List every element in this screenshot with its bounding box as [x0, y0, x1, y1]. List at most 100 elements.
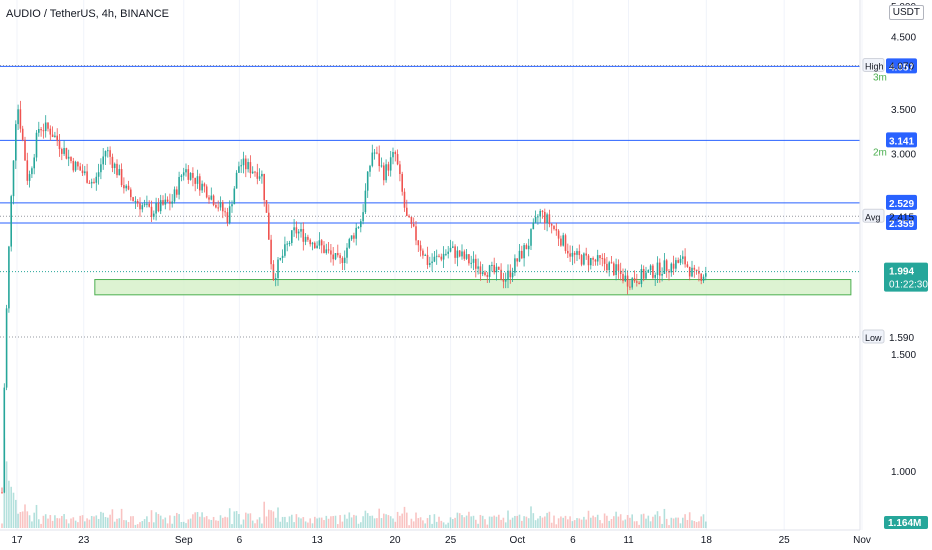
volume-bar [442, 522, 445, 528]
volume-bar [396, 511, 399, 528]
volume-bar [371, 515, 374, 528]
volume-bar [590, 517, 592, 528]
volume-bar [383, 513, 385, 528]
candle-body [523, 245, 525, 259]
candle-body [297, 231, 300, 234]
candle-body [134, 201, 137, 203]
volume-bar [387, 515, 390, 528]
volume-bar [343, 514, 346, 528]
candle-body [613, 263, 615, 275]
candle-body [222, 202, 224, 212]
candle-body [387, 164, 390, 171]
candle-body [97, 172, 100, 177]
currency-unit-button[interactable]: USDT [888, 5, 924, 20]
candle-body [265, 200, 268, 213]
volume-bar [194, 512, 196, 528]
volume-bar [461, 515, 463, 528]
candle-body [553, 225, 555, 230]
volume-bar [682, 517, 684, 528]
price-axis[interactable]: 5.0004.5003.5003.0001.5001.0003m2m1.9940… [0, 0, 928, 531]
candle-body [380, 165, 383, 167]
volume-bar [357, 523, 360, 528]
volume-bar [695, 522, 698, 528]
volume-bar [626, 515, 629, 528]
candle-body [192, 172, 194, 178]
volume-bar [88, 519, 91, 528]
volume-bar [242, 519, 245, 528]
candle-body [573, 252, 576, 255]
volume-bar [596, 514, 599, 528]
candle-body [330, 250, 332, 255]
candle-body [353, 235, 355, 239]
volume-bar [38, 519, 40, 528]
candle-body [672, 263, 675, 269]
candle-body [176, 189, 178, 195]
volume-bar [433, 514, 436, 528]
candle-body [309, 239, 311, 245]
volume-bar [350, 517, 353, 528]
candle-body [120, 169, 123, 186]
volume-bar [458, 513, 461, 528]
candle-body [454, 246, 456, 258]
volume-bar [84, 521, 86, 528]
candle-body [334, 253, 337, 260]
volume-bar [527, 518, 530, 528]
volume-bar [247, 513, 249, 528]
candle-body [383, 165, 385, 181]
volume-bar [203, 517, 206, 528]
candle-body [470, 262, 472, 264]
candle-body [603, 258, 606, 264]
candle-body [429, 263, 431, 265]
volume-bar [58, 518, 61, 528]
volume-bar [139, 522, 141, 528]
candle-body [514, 258, 516, 273]
candle-body [516, 258, 518, 262]
level-label: 4.057 [889, 62, 914, 73]
volume-bar [72, 517, 75, 528]
candle-body [560, 238, 562, 246]
candle-body [518, 250, 521, 262]
candle-body [1, 492, 3, 494]
candle-body [564, 235, 567, 251]
time-tick-label: 18 [701, 535, 713, 546]
volume-bar [514, 515, 516, 528]
candle-body [107, 150, 109, 152]
candle-body [601, 258, 604, 260]
candle-body [113, 163, 116, 169]
candle-body [424, 254, 426, 256]
candle-body [594, 259, 597, 262]
volume-bar [258, 517, 261, 528]
candle-body [493, 264, 495, 273]
volume-bar [332, 516, 334, 528]
volume-bar [136, 524, 139, 528]
candle-body [511, 272, 514, 278]
candle-body [42, 130, 45, 132]
volume-bar [360, 522, 362, 528]
candle-body [337, 253, 339, 256]
volume-bar [176, 512, 178, 528]
volume-bar [511, 517, 514, 528]
volume-bar [40, 523, 42, 528]
candle-body [318, 240, 321, 246]
candle-body [705, 273, 707, 277]
volume-bar [472, 515, 475, 528]
volume-bar [677, 517, 679, 528]
volume-bar [171, 523, 173, 528]
candle-body [217, 207, 219, 209]
candle-body [403, 191, 406, 208]
price-tick-label: 1.500 [891, 350, 916, 361]
candle-body [148, 203, 150, 207]
time-axis[interactable]: 17 23 Sep 6 13 20 25 Oct 6 11 18 25 Nov [11, 535, 870, 546]
candle-body [532, 222, 535, 230]
candle-body [67, 156, 70, 159]
candle-body [24, 139, 26, 161]
candle-body [254, 171, 256, 173]
candle-body [70, 156, 72, 161]
volume-bar [610, 518, 613, 528]
candle-body [268, 212, 270, 240]
volume-bar [159, 515, 162, 528]
volume-bar [279, 521, 282, 528]
candle-body [631, 278, 633, 288]
volume-bar [15, 499, 17, 528]
